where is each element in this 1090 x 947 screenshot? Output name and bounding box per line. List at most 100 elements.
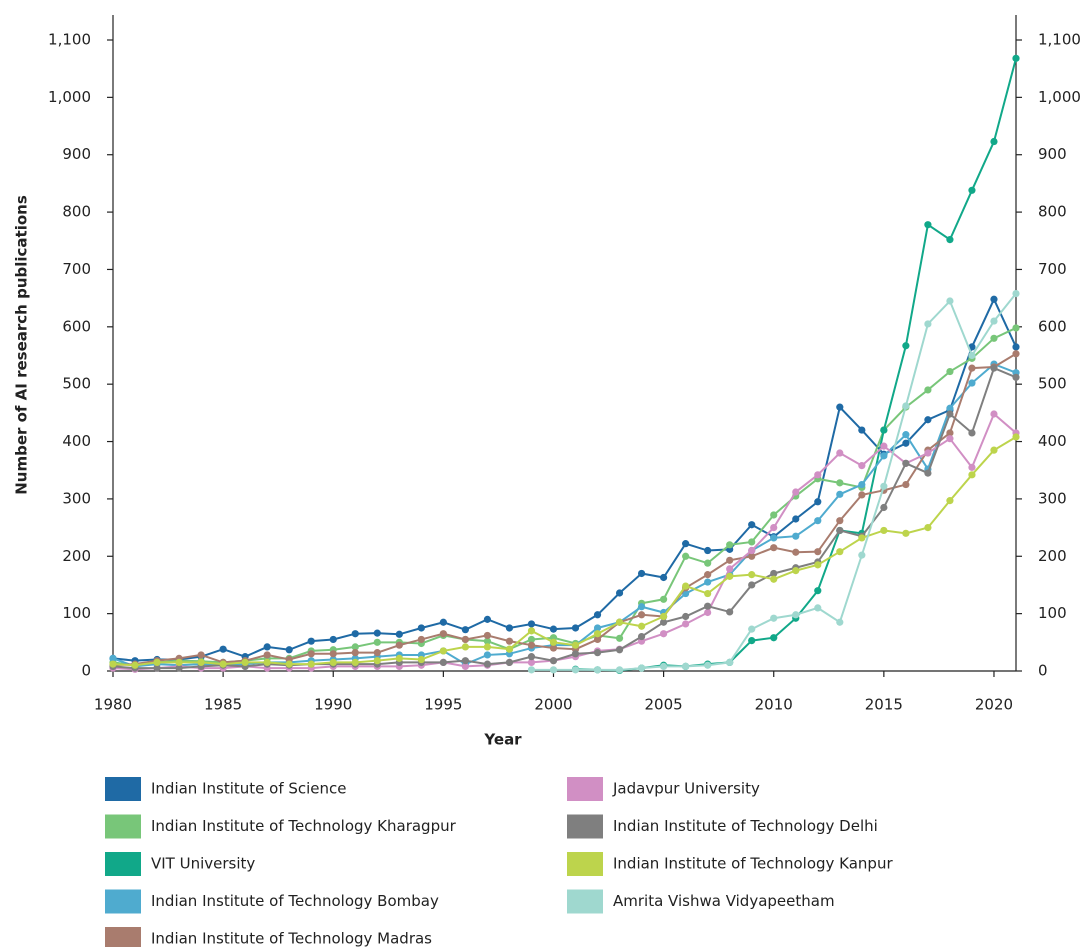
data-point [902, 459, 910, 467]
data-point [726, 556, 734, 564]
data-point [748, 581, 756, 589]
y-tick-label: 300 [62, 489, 91, 507]
data-point [219, 660, 227, 668]
data-point [351, 630, 359, 638]
data-point [660, 595, 668, 603]
data-point [615, 666, 624, 674]
data-point [527, 627, 536, 635]
data-point [946, 497, 954, 505]
data-point [1012, 433, 1020, 441]
legend-swatch [567, 814, 603, 839]
y-tick-label: 800 [62, 203, 91, 221]
data-point [483, 643, 492, 651]
data-point [946, 429, 954, 437]
legend-swatch [105, 927, 141, 947]
data-point [924, 386, 932, 394]
x-axis-title: Year [483, 731, 522, 749]
data-point [836, 517, 844, 525]
data-point [880, 526, 888, 535]
data-point [770, 569, 778, 578]
data-point [990, 295, 998, 303]
data-point [836, 618, 844, 626]
data-point [770, 534, 778, 542]
data-point [726, 608, 734, 616]
data-point [1012, 289, 1020, 298]
data-point [946, 297, 954, 305]
data-point [880, 482, 888, 490]
y-tick-label-right: 700 [1038, 260, 1067, 278]
data-point [439, 630, 447, 638]
data-point [527, 666, 536, 674]
data-point [682, 582, 690, 590]
data-point [770, 614, 778, 622]
data-point [1012, 343, 1020, 351]
data-point [593, 666, 602, 674]
data-point [373, 629, 381, 637]
data-point [968, 429, 976, 437]
series-line [112, 362, 1017, 668]
data-point [285, 660, 293, 668]
y-tick-label-right: 100 [1038, 604, 1067, 622]
data-point [704, 546, 712, 555]
legend-swatch [567, 777, 603, 801]
data-point [615, 646, 624, 654]
data-point [704, 589, 712, 598]
data-point [858, 462, 866, 470]
data-point [858, 491, 866, 499]
data-point [637, 569, 646, 578]
data-point [461, 643, 469, 651]
data-point [990, 410, 998, 418]
data-point [527, 641, 536, 649]
data-point [792, 515, 800, 523]
data-point [549, 657, 558, 665]
data-point [461, 662, 469, 671]
data-point [968, 186, 976, 194]
data-point [748, 571, 756, 579]
data-point [527, 653, 536, 661]
y-tick-label: 1,000 [48, 88, 91, 106]
data-point [615, 634, 624, 642]
data-point [902, 402, 910, 410]
data-point [1012, 373, 1020, 381]
legend-swatch [105, 777, 141, 801]
data-point [792, 488, 800, 496]
data-point [285, 646, 293, 654]
data-point [902, 431, 910, 439]
data-point [836, 526, 844, 535]
data-point [924, 449, 932, 457]
data-point [637, 632, 646, 641]
data-point [373, 638, 381, 646]
y-tick-label: 0 [81, 662, 91, 680]
data-point [549, 644, 558, 652]
data-point [946, 404, 954, 412]
data-point [968, 379, 976, 387]
data-point [836, 403, 844, 411]
x-tick-label: 2015 [865, 696, 903, 714]
y-tick-label-right: 500 [1038, 375, 1067, 393]
data-point [726, 541, 734, 549]
data-point [836, 490, 844, 498]
data-point [307, 660, 315, 668]
data-point [792, 532, 800, 540]
y-tick-label: 400 [62, 432, 91, 450]
data-point [902, 439, 910, 447]
data-point [395, 641, 403, 649]
data-point [197, 651, 205, 659]
data-point [968, 351, 976, 360]
data-point [814, 561, 822, 569]
data-point [968, 471, 976, 479]
data-point [549, 638, 558, 646]
data-point [858, 534, 866, 542]
data-point [726, 572, 734, 580]
series-line [112, 327, 1017, 667]
series-line [112, 296, 1017, 662]
y-tick-label: 500 [62, 375, 91, 393]
data-point [880, 442, 888, 450]
data-point [637, 611, 646, 619]
data-point [351, 643, 359, 651]
legend-swatch [105, 814, 141, 839]
data-point [924, 469, 932, 477]
data-point [660, 630, 668, 638]
x-tick-label: 2000 [534, 696, 572, 714]
data-point [902, 529, 910, 537]
